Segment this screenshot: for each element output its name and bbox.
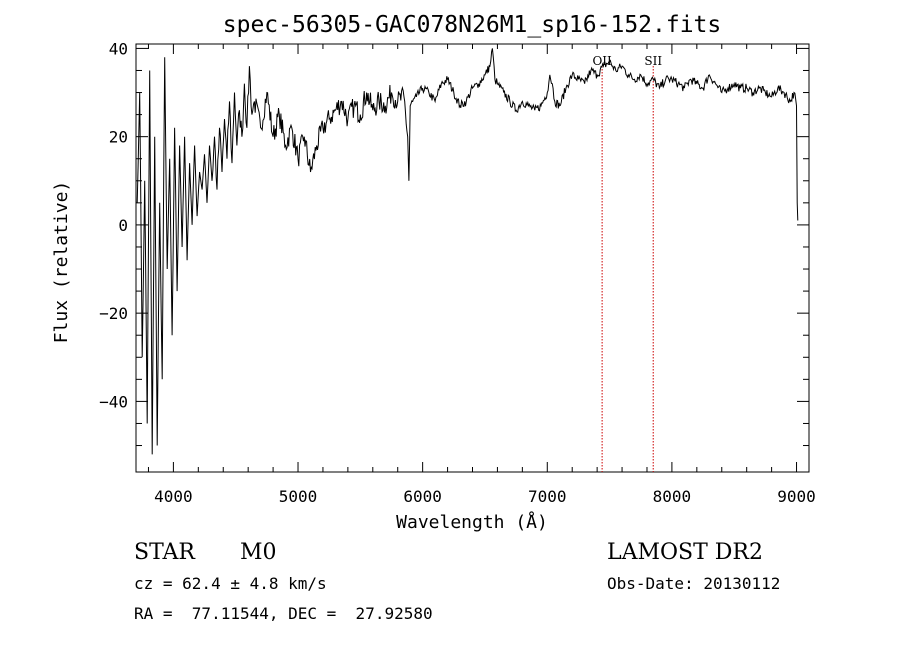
subclass-label: M0 [240, 540, 277, 565]
x-tick-labels: 4000 5000 6000 7000 8000 9000 [154, 487, 816, 506]
x-tick-label: 7000 [528, 487, 567, 506]
x-axis-label: Wavelength (Å) [396, 511, 548, 533]
y-tick-label: 0 [118, 216, 128, 235]
x-tick-label: 8000 [653, 487, 692, 506]
line-markers: OII SII [592, 54, 662, 472]
line-marker-label: SII [644, 54, 662, 68]
spectrum-line [136, 48, 799, 455]
chart-title: spec-56305-GAC078N26M1_sp16-152.fits [223, 12, 722, 38]
y-tick-label: −40 [99, 392, 128, 411]
axis-ticks [136, 44, 809, 472]
redshift-text: cz = 62.4 ± 4.8 km/s [134, 574, 327, 593]
y-tick-label: −20 [99, 304, 128, 323]
y-tick-label: 20 [109, 128, 128, 147]
coordinates-text: RA = 77.11544, DEC = 27.92580 [134, 604, 433, 623]
y-tick-label: 40 [109, 39, 128, 58]
x-tick-label: 9000 [777, 487, 816, 506]
x-tick-label: 4000 [154, 487, 193, 506]
x-tick-label: 6000 [403, 487, 442, 506]
obs-date-text: Obs-Date: 20130112 [607, 574, 781, 593]
plot-frame [135, 43, 810, 473]
y-tick-labels: −40 −20 0 20 40 [99, 39, 128, 411]
class-label: STAR [134, 540, 195, 565]
survey-label: LAMOST DR2 [607, 540, 763, 565]
x-tick-label: 5000 [279, 487, 318, 506]
y-axis-label: Flux (relative) [51, 181, 72, 344]
line-marker-label: OII [592, 54, 612, 68]
